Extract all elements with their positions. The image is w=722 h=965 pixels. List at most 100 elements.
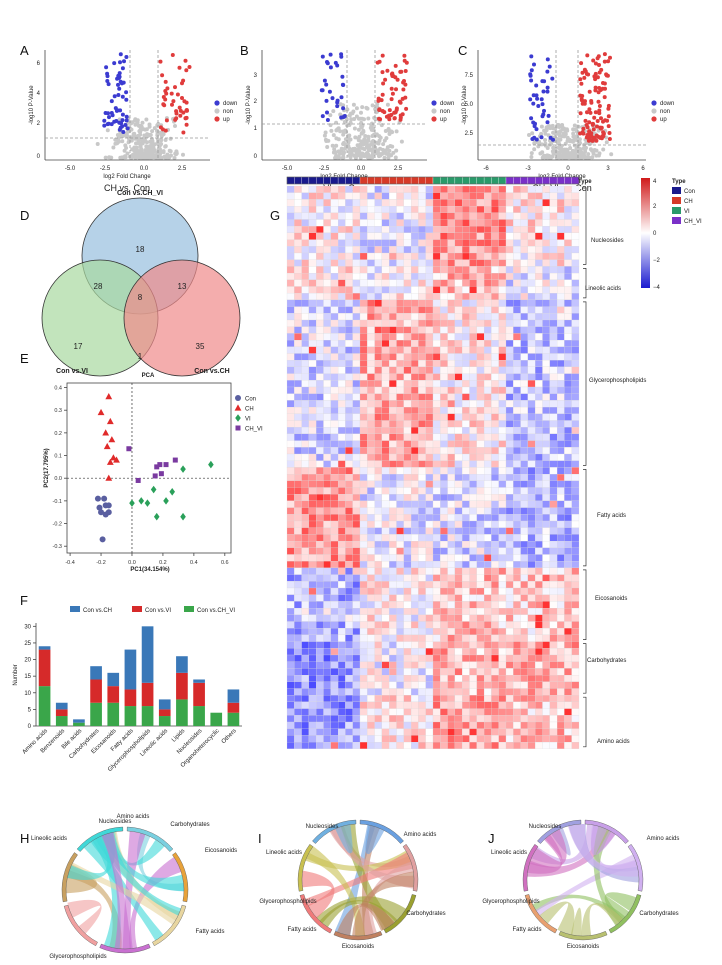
heatmap-cell <box>323 246 331 254</box>
heatmap-cell <box>381 721 390 729</box>
heatmap-cell <box>432 567 441 575</box>
heatmap-cell <box>352 420 361 428</box>
heatmap-cell <box>308 440 317 448</box>
heatmap-cell <box>286 668 295 676</box>
heatmap-cell <box>381 433 390 441</box>
heatmap-cell <box>520 735 528 743</box>
heatmap-cell <box>513 212 521 220</box>
heatmap-cell <box>367 380 375 388</box>
heatmap-cell <box>345 574 353 582</box>
volcano-point <box>548 126 553 131</box>
heatmap-cell <box>352 695 361 703</box>
heatmap-cell <box>403 500 412 508</box>
volcano-point <box>543 131 548 136</box>
heatmap-cell <box>535 353 543 361</box>
heatmap-cell <box>418 688 426 696</box>
heatmap-cell <box>308 192 317 200</box>
heatmap-cell <box>454 259 463 267</box>
heatmap-cell <box>345 366 353 374</box>
heatmap-cell <box>396 594 404 602</box>
heatmap-cell <box>542 607 550 615</box>
heatmap-cell <box>359 480 368 488</box>
heatmap-cell <box>301 460 310 468</box>
heatmap-cell <box>454 534 463 542</box>
heatmap-cell <box>491 313 499 321</box>
heatmap-cell <box>476 373 485 381</box>
heatmap-cell <box>286 313 295 321</box>
heatmap-cell <box>476 654 485 662</box>
heatmap-cell <box>454 360 463 368</box>
heatmap-cell <box>352 192 361 200</box>
heatmap-cell <box>542 688 550 696</box>
heatmap-cell <box>484 319 492 327</box>
heatmap-cell <box>505 239 514 247</box>
heatmap-cell <box>491 299 499 307</box>
heatmap-cell <box>389 259 397 267</box>
heatmap-cell <box>286 581 295 589</box>
heatmap-cell <box>286 467 295 475</box>
heatmap-cell <box>345 708 353 716</box>
volcano-point-down <box>533 121 537 126</box>
pca-point-ch <box>105 474 113 481</box>
heatmap-cell <box>498 561 507 569</box>
pca-x-tick-label: -0.2 <box>96 560 105 566</box>
heatmap-cell <box>374 326 383 334</box>
heatmap-cell <box>389 386 397 394</box>
heatmap-cell <box>476 192 485 200</box>
heatmap-cell <box>389 674 397 682</box>
volcano-point <box>553 150 558 155</box>
heatmap-cell <box>484 192 492 200</box>
heatmap-cell <box>571 353 580 361</box>
heatmap-cell <box>564 286 572 294</box>
heatmap-cell <box>425 366 434 374</box>
heatmap-cell <box>352 487 361 495</box>
heatmap-cell <box>338 674 346 682</box>
heatmap-cell <box>323 540 331 548</box>
heatmap-cell <box>316 360 324 368</box>
volcano-point <box>604 140 609 145</box>
heatmap-cell <box>462 219 470 227</box>
heatmap-cell <box>432 561 441 569</box>
heatmap-cell <box>505 708 514 716</box>
heatmap-cell <box>520 206 528 213</box>
heatmap-cell <box>469 494 477 502</box>
heatmap-cell <box>469 453 477 461</box>
heatmap-cell <box>484 534 492 542</box>
heatmap-cell <box>381 219 390 227</box>
heatmap-cell <box>556 360 565 368</box>
heatmap-cell <box>564 527 572 535</box>
heatmap-cell <box>316 634 324 642</box>
volcano-point <box>140 120 145 125</box>
heatmap-cell <box>381 654 390 662</box>
x-tick-label: 0.0 <box>357 166 366 172</box>
heatmap-cell <box>396 366 404 374</box>
heatmap-cell <box>418 373 426 381</box>
heatmap-cell <box>345 547 353 555</box>
heatmap-cell <box>556 366 565 374</box>
heatmap-cell <box>535 741 543 749</box>
volcano-point-up <box>582 67 587 72</box>
heatmap-cell <box>381 581 390 589</box>
heatmap-cell <box>389 440 397 448</box>
x-tick-label: 2.5 <box>394 166 403 172</box>
heatmap-cell <box>469 587 477 595</box>
heatmap-cell <box>498 440 507 448</box>
volcano-point-down <box>114 108 119 113</box>
heatmap-cell <box>301 326 310 334</box>
heatmap-cell <box>323 661 331 669</box>
type-bar-cell <box>294 176 302 185</box>
heatmap-cell <box>294 460 302 468</box>
heatmap-cell <box>432 688 441 696</box>
heatmap-cell <box>330 474 339 481</box>
heatmap-cell <box>389 366 397 374</box>
heatmap-cell <box>381 226 390 233</box>
heatmap-cell <box>520 219 528 227</box>
heatmap-cell <box>308 594 317 602</box>
heatmap-cell <box>447 467 456 475</box>
heatmap-cell <box>308 668 317 676</box>
heatmap-cell <box>549 266 558 274</box>
heatmap-cell <box>527 413 536 421</box>
volcano-point <box>123 154 128 159</box>
heatmap-cell <box>418 259 426 267</box>
heatmap-cell <box>432 507 441 515</box>
